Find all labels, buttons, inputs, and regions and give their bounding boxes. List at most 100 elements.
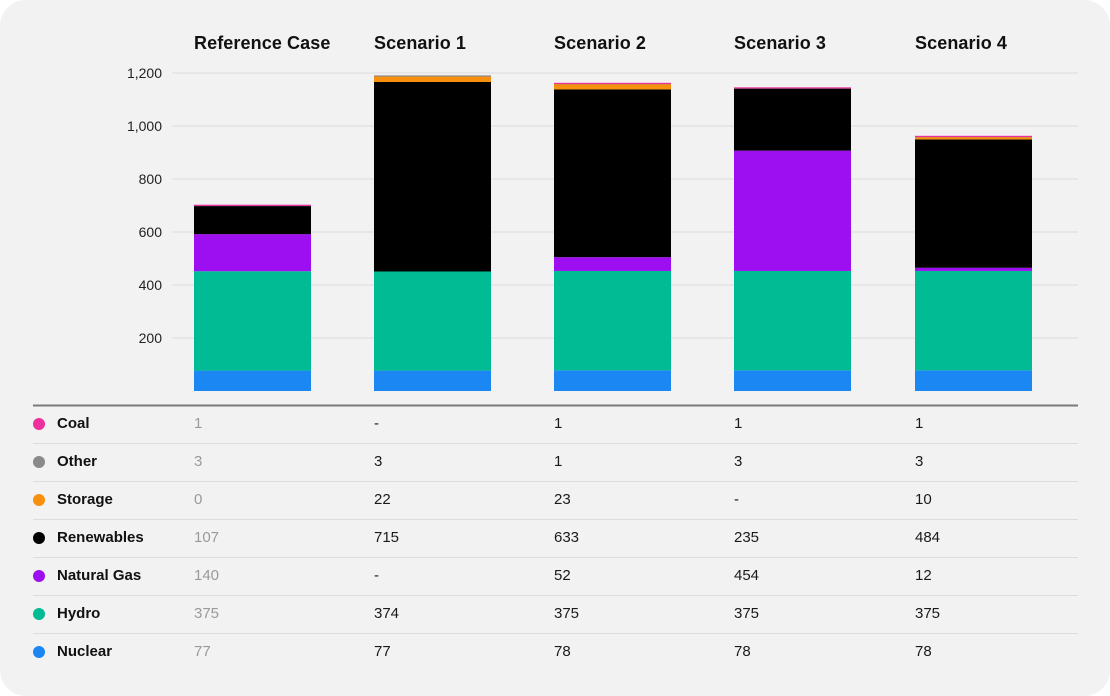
table-cell: 1 bbox=[554, 453, 563, 470]
legend-dot-nuclear bbox=[33, 646, 45, 658]
bar-segment-coal bbox=[734, 87, 851, 89]
row-label: Hydro bbox=[57, 605, 101, 622]
bar-segment-coal bbox=[554, 82, 671, 85]
table-cell: 715 bbox=[374, 529, 400, 546]
row-label: Natural Gas bbox=[57, 567, 142, 584]
legend-dot-storage bbox=[33, 494, 45, 506]
table-cell: 375 bbox=[915, 605, 941, 622]
row-label: Renewables bbox=[57, 529, 144, 546]
table-cell: 10 bbox=[915, 491, 932, 508]
row-label: Other bbox=[57, 453, 98, 470]
table-cell: 374 bbox=[374, 605, 400, 622]
bar-segment-renewables bbox=[374, 82, 491, 272]
bar-segment-natural-gas bbox=[554, 257, 671, 271]
bar-segment-natural-gas bbox=[915, 267, 1032, 271]
table-cell: 3 bbox=[194, 453, 203, 470]
table-row: Hydro 375 374 375 375 375 bbox=[0, 595, 1110, 633]
table-cell: 375 bbox=[194, 605, 220, 622]
table-cell: 23 bbox=[554, 491, 571, 508]
bar-segment-natural-gas bbox=[734, 150, 851, 271]
bar-segment-other bbox=[374, 75, 491, 77]
table-cell: 633 bbox=[554, 529, 580, 546]
table-cell: - bbox=[734, 491, 739, 508]
table-cell: 22 bbox=[374, 491, 391, 508]
bar-segment-renewables bbox=[194, 205, 311, 235]
table-cell: 235 bbox=[734, 529, 760, 546]
table-cell: 3 bbox=[915, 453, 924, 470]
bar-segment-natural-gas bbox=[194, 234, 311, 272]
scenario-header-scenario-4: Scenario 4 bbox=[915, 33, 1008, 53]
stacked-bar-chart: 200 400 600 800 1,000 1,200 bbox=[33, 65, 1078, 407]
table-row: Nuclear 77 77 78 78 78 bbox=[0, 633, 1110, 671]
table-cell: 484 bbox=[915, 529, 941, 546]
table-row: Renewables 107 715 633 235 484 bbox=[0, 519, 1110, 557]
table-cell: 375 bbox=[734, 605, 760, 622]
bar-segment-hydro bbox=[915, 270, 1032, 371]
table-cell: 12 bbox=[915, 567, 932, 584]
bar-segment-renewables bbox=[734, 88, 851, 151]
table-row: Natural Gas 140 - 52 454 12 bbox=[0, 557, 1110, 595]
table-cell: 78 bbox=[734, 643, 751, 660]
legend-dot-natural-gas bbox=[33, 570, 45, 582]
scenario-header-reference-case: Reference Case bbox=[194, 33, 331, 53]
bar-segment-storage bbox=[554, 83, 671, 90]
bar-segment-nuclear bbox=[194, 370, 311, 391]
bar-segment-hydro bbox=[194, 271, 311, 371]
table-cell: 1 bbox=[194, 415, 203, 432]
row-label: Storage bbox=[57, 491, 113, 508]
bar-segment-coal bbox=[915, 135, 1032, 138]
table-cell: 107 bbox=[194, 529, 220, 546]
row-divider bbox=[33, 443, 1078, 444]
bar-segment-nuclear bbox=[915, 370, 1032, 391]
y-tick-label: 200 bbox=[139, 330, 163, 346]
bar-segment-hydro bbox=[734, 270, 851, 371]
table-row: Coal 1 - 1 1 1 bbox=[0, 405, 1110, 443]
table-cell: 78 bbox=[915, 643, 932, 660]
table-cell: 3 bbox=[374, 453, 383, 470]
table-cell: 1 bbox=[915, 415, 924, 432]
table-cell: 0 bbox=[194, 491, 203, 508]
table-cell: 375 bbox=[554, 605, 580, 622]
table-cell: - bbox=[374, 567, 379, 584]
legend-dot-coal bbox=[33, 418, 45, 430]
row-divider bbox=[33, 519, 1078, 520]
table-cell: 78 bbox=[554, 643, 571, 660]
legend-dot-other bbox=[33, 456, 45, 468]
row-label: Coal bbox=[57, 415, 90, 432]
table-row: Other 3 3 1 3 3 bbox=[0, 443, 1110, 481]
legend-dot-hydro bbox=[33, 608, 45, 620]
table-cell: 1 bbox=[734, 415, 743, 432]
bar-segment-storage bbox=[915, 136, 1032, 140]
table-cell: 3 bbox=[734, 453, 743, 470]
table-cell: 1 bbox=[554, 415, 563, 432]
bar-segment-coal bbox=[194, 204, 311, 206]
scenario-header-scenario-2: Scenario 2 bbox=[554, 33, 647, 53]
scenario-header-scenario-3: Scenario 3 bbox=[734, 33, 827, 53]
table-row: Storage 0 22 23 - 10 bbox=[0, 481, 1110, 519]
y-tick-label: 1,200 bbox=[127, 65, 162, 81]
bar-segment-nuclear bbox=[554, 370, 671, 391]
table-cell: 52 bbox=[554, 567, 571, 584]
scenario-header-scenario-1: Scenario 1 bbox=[374, 33, 467, 53]
bar-segment-nuclear bbox=[374, 370, 491, 391]
y-tick-label: 1,000 bbox=[127, 118, 162, 134]
bar-segment-hydro bbox=[374, 271, 491, 371]
table-cell: 140 bbox=[194, 567, 220, 584]
y-tick-label: 400 bbox=[139, 277, 163, 293]
bar-segment-hydro bbox=[554, 270, 671, 371]
y-tick-label: 600 bbox=[139, 224, 163, 240]
row-divider bbox=[33, 557, 1078, 558]
row-divider bbox=[33, 595, 1078, 596]
legend-dot-renewables bbox=[33, 532, 45, 544]
y-tick-label: 800 bbox=[139, 171, 163, 187]
row-divider bbox=[33, 633, 1078, 634]
table-cell: 77 bbox=[374, 643, 391, 660]
table-cell: 454 bbox=[734, 567, 760, 584]
row-divider bbox=[33, 481, 1078, 482]
table-cell: - bbox=[374, 415, 379, 432]
row-label: Nuclear bbox=[57, 643, 113, 660]
table-cell: 77 bbox=[194, 643, 211, 660]
bar-segment-nuclear bbox=[734, 370, 851, 391]
bar-segment-renewables bbox=[554, 89, 671, 258]
